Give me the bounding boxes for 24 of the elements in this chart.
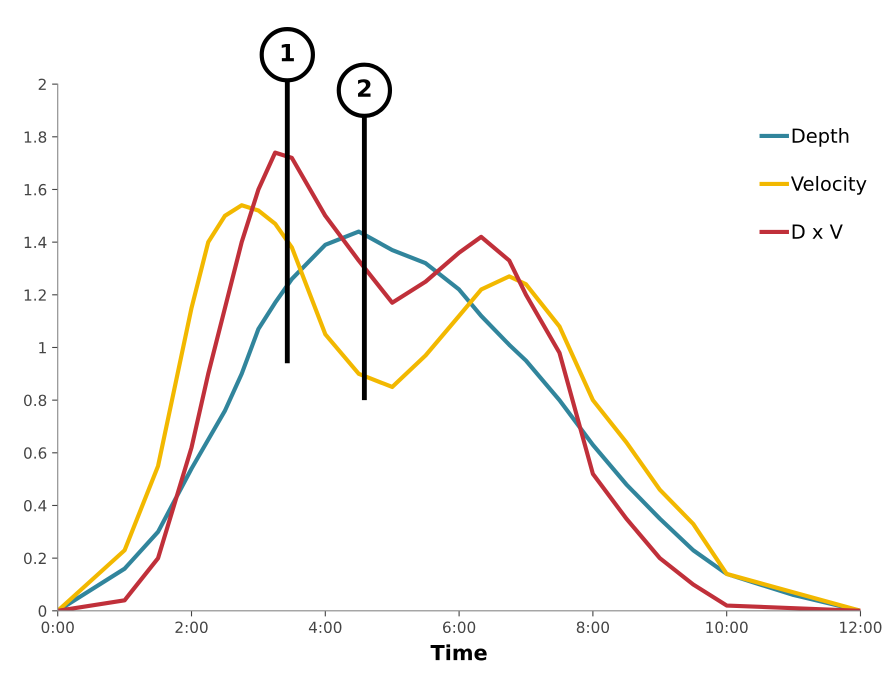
legend-label: Velocity (790, 176, 866, 195)
legend-label: Depth (792, 128, 848, 147)
x-tick-label: 12:00 (840, 622, 882, 634)
x-tick-label: 6:00 (443, 622, 476, 634)
x-tick-label: 10:00 (706, 622, 748, 634)
x-axis-title: Time (430, 644, 487, 660)
y-tick-label: 1.6 (24, 184, 46, 196)
y-tick-label: 1.4 (24, 236, 46, 248)
y-tick-label: 0 (38, 605, 46, 617)
legend-label: D x V (792, 224, 843, 239)
y-tick-label: 0.8 (24, 394, 46, 406)
x-tick-label: 8:00 (576, 622, 610, 634)
y-tick-label: 1.2 (24, 289, 46, 301)
x-tick-label: 4:00 (308, 622, 342, 634)
y-tick-label: 0.6 (24, 447, 46, 459)
x-tick-label: 0:00 (42, 622, 74, 634)
text: 1 (282, 44, 294, 62)
y-tick-label: 0.4 (24, 500, 46, 512)
y-tick-label: 1.8 (24, 131, 46, 143)
x-tick-label: 2:00 (175, 622, 208, 634)
y-tick-label: 2 (38, 78, 46, 90)
y-tick-label: 0.2 (24, 552, 46, 564)
annotation: 2 (358, 79, 371, 97)
y-tick-label: 1 (39, 342, 46, 354)
